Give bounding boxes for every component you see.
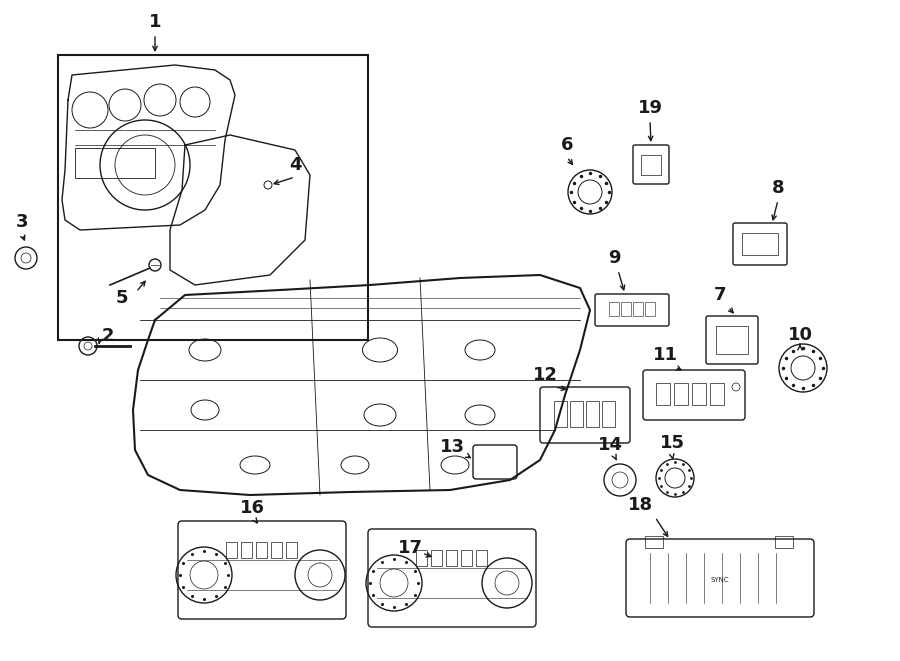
Bar <box>476 550 487 566</box>
Text: 13: 13 <box>439 438 464 456</box>
Bar <box>645 536 663 548</box>
Text: 19: 19 <box>637 99 662 117</box>
Text: 18: 18 <box>627 496 652 514</box>
Text: 2: 2 <box>102 327 114 345</box>
Bar <box>656 383 670 405</box>
Bar <box>431 550 442 566</box>
Bar <box>256 542 267 558</box>
Text: 11: 11 <box>652 346 678 364</box>
Bar <box>692 383 706 405</box>
Text: 4: 4 <box>289 156 302 174</box>
Text: 14: 14 <box>598 436 623 454</box>
Bar <box>461 550 472 566</box>
Bar <box>570 401 583 427</box>
Bar <box>710 383 724 405</box>
Text: 1: 1 <box>148 13 161 31</box>
Text: 3: 3 <box>16 213 28 231</box>
Text: SYNC: SYNC <box>711 577 729 583</box>
Bar <box>645 302 655 316</box>
Text: 5: 5 <box>116 289 128 307</box>
Bar <box>554 401 567 427</box>
Bar <box>633 302 643 316</box>
Bar <box>75 148 155 178</box>
Text: 9: 9 <box>608 249 620 267</box>
Text: 12: 12 <box>533 366 557 384</box>
Bar <box>602 401 615 427</box>
Bar <box>775 536 793 548</box>
Circle shape <box>264 181 272 189</box>
Bar <box>641 155 661 175</box>
Text: 16: 16 <box>239 499 265 517</box>
Bar <box>446 550 457 566</box>
Text: 8: 8 <box>771 179 784 197</box>
Text: 7: 7 <box>714 286 726 304</box>
Text: 17: 17 <box>398 539 422 557</box>
Bar <box>226 542 237 558</box>
Bar <box>716 326 748 354</box>
Bar <box>286 542 297 558</box>
Polygon shape <box>62 65 235 230</box>
Bar <box>621 302 631 316</box>
Bar <box>416 550 427 566</box>
Polygon shape <box>133 275 590 495</box>
Polygon shape <box>170 135 310 285</box>
Bar <box>674 383 688 405</box>
Bar <box>271 542 282 558</box>
Bar <box>609 302 619 316</box>
Bar <box>742 233 778 255</box>
Bar <box>586 401 599 427</box>
Bar <box>58 55 368 340</box>
Text: 6: 6 <box>561 136 573 154</box>
Text: 10: 10 <box>788 326 813 344</box>
Text: 15: 15 <box>660 434 685 452</box>
Bar <box>241 542 252 558</box>
